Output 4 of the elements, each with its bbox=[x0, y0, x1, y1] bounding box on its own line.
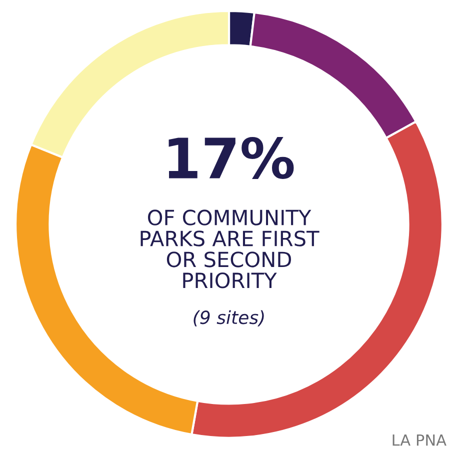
text: 17% bbox=[168, 136, 294, 179]
text: OF COMMUNITY PARKS ARE FIRST OR SECOND PRIORITY bbox=[140, 210, 320, 288]
text: LA PNA bbox=[392, 434, 446, 446]
text: (9 sites) bbox=[194, 310, 264, 326]
